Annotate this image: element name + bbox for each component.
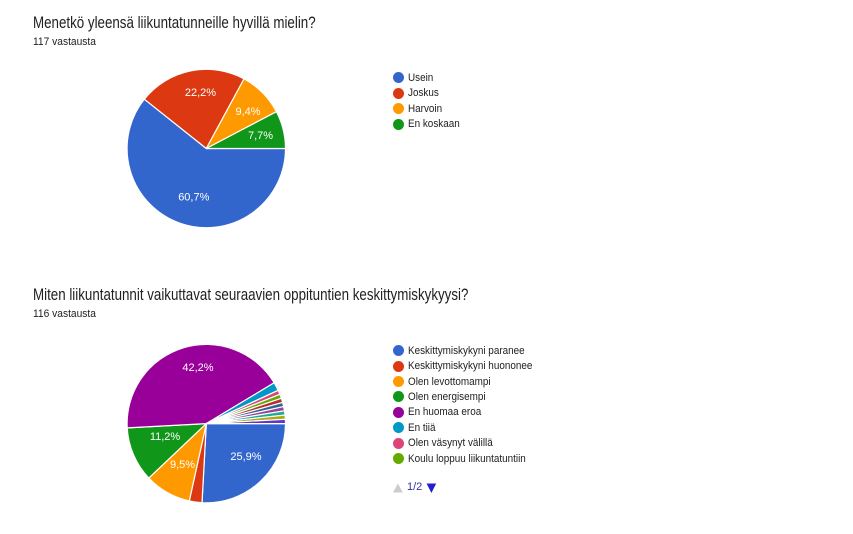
svg-text:22,2%: 22,2% bbox=[185, 87, 216, 99]
svg-text:60,7%: 60,7% bbox=[178, 192, 209, 204]
svg-text:9,4%: 9,4% bbox=[235, 106, 260, 118]
svg-text:25,9%: 25,9% bbox=[230, 451, 261, 463]
svg-text:9,5%: 9,5% bbox=[170, 459, 195, 471]
svg-text:11,2%: 11,2% bbox=[150, 431, 181, 443]
svg-text:7,7%: 7,7% bbox=[248, 130, 273, 142]
svg-text:42,2%: 42,2% bbox=[182, 362, 213, 374]
